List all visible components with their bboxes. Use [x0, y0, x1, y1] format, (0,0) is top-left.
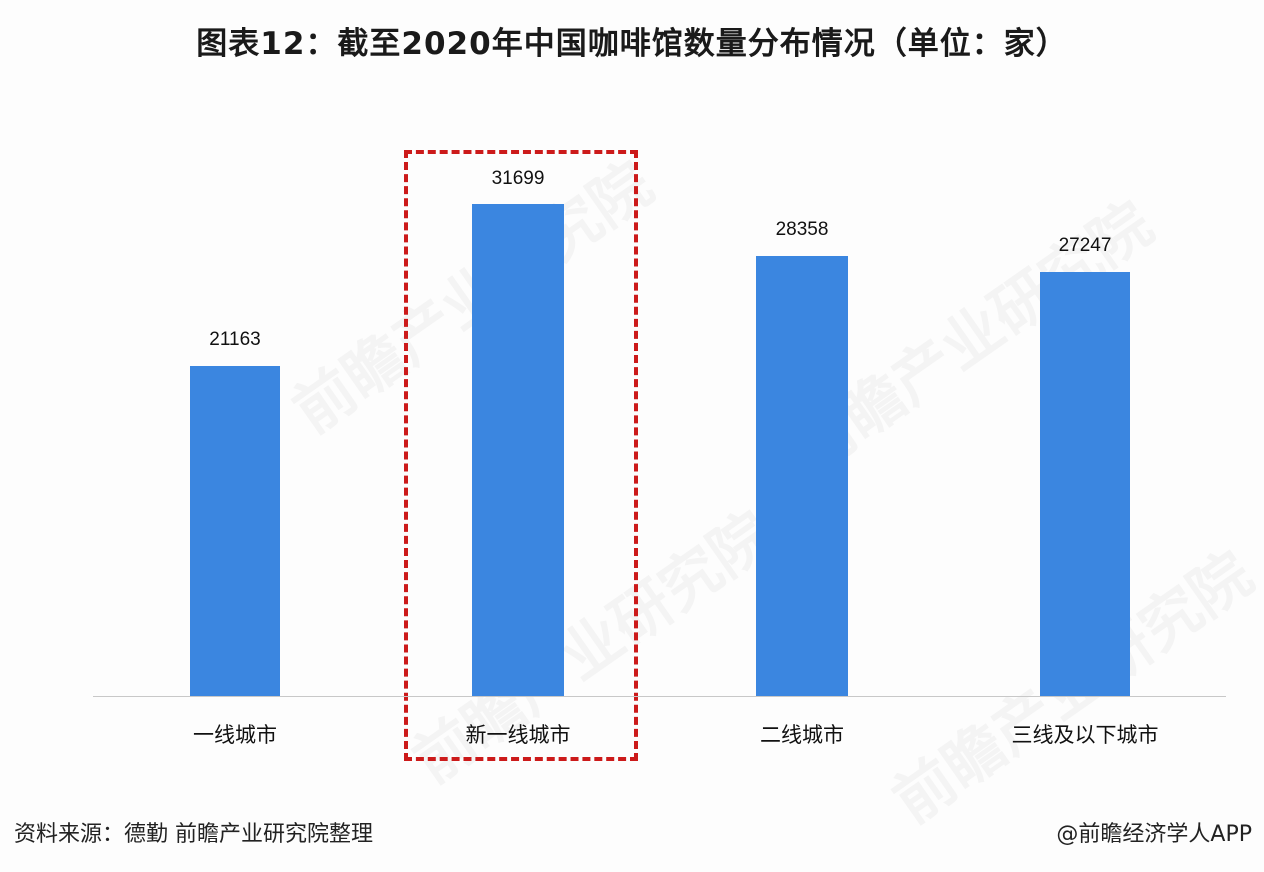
bar-first-tier [190, 366, 280, 696]
highlight-dashed-box [404, 150, 638, 761]
bar-new-first-tier [472, 204, 564, 696]
source-note: 资料来源：德勤 前瞻产业研究院整理 [14, 822, 373, 847]
value-label: 28358 [775, 219, 829, 240]
x-tick-label: 新一线城市 [465, 723, 571, 747]
bar-second-tier [756, 256, 848, 696]
bar-third-tier-below [1040, 272, 1130, 696]
chart-title: 图表12：截至2020年中国咖啡馆数量分布情况（单位：家） [196, 26, 1068, 62]
x-axis-line [93, 696, 1226, 697]
value-label: 31699 [491, 168, 545, 189]
value-label: 27247 [1058, 235, 1112, 256]
credit-note: @前瞻经济学人APP [1056, 822, 1252, 847]
value-label: 21163 [209, 329, 261, 350]
x-tick-label: 二线城市 [760, 723, 844, 747]
x-tick-label: 一线城市 [193, 723, 277, 747]
x-tick-label: 三线及以下城市 [1011, 723, 1159, 747]
